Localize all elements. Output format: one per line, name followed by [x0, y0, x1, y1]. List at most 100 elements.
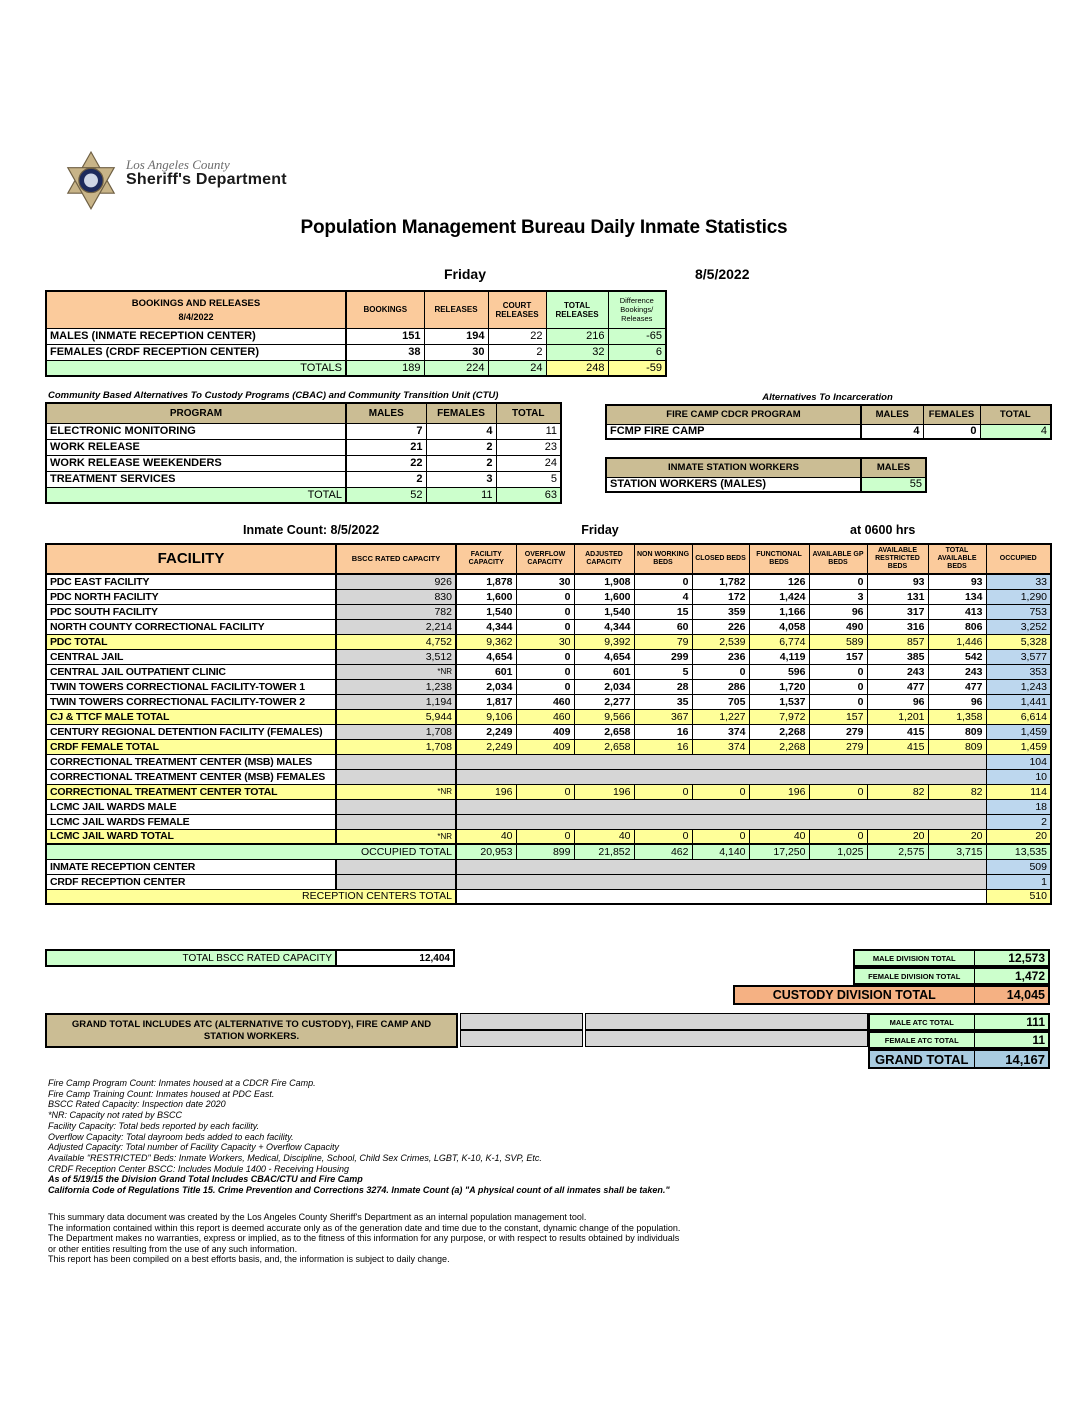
- table-row: CORRECTIONAL TREATMENT CENTER (MSB) FEMA…: [45, 768, 1052, 785]
- column-header: MALES: [860, 457, 927, 478]
- cell: 243: [927, 663, 987, 680]
- cell: 7,972: [748, 708, 810, 725]
- cell: 196: [573, 783, 635, 800]
- cell: 286: [691, 678, 750, 695]
- cell: 1,600: [455, 588, 517, 605]
- cell: 32: [545, 343, 609, 361]
- cell: 409: [515, 738, 575, 755]
- table-row: OCCUPIED TOTAL 20,953 899 21,852 462 4,140 17,…: [45, 843, 1052, 860]
- column-header: BSCC RATED CAPACITY: [335, 543, 457, 575]
- column-header: Difference Bookings/ Releases: [607, 290, 667, 329]
- table-row: TWIN TOWERS CORRECTIONAL FACILITY-TOWER …: [45, 678, 1052, 695]
- cell: 4,344: [455, 618, 517, 635]
- row-label: MALE ATC TOTAL: [868, 1013, 975, 1031]
- table-row: INMATE RECEPTION CENTER 509: [45, 858, 1052, 875]
- inmate-count-day: Friday: [581, 523, 619, 537]
- cell: 243: [866, 663, 929, 680]
- cell: 16: [633, 738, 693, 755]
- row-label: FEMALE DIVISION TOTAL: [853, 967, 975, 985]
- cell: 189: [345, 359, 425, 377]
- facility-label: CORRECTIONAL TREATMENT CENTER (MSB) MALE…: [45, 753, 337, 770]
- cell: 2,658: [573, 723, 635, 740]
- cell: 18: [985, 798, 1052, 815]
- table-row: LCMC JAIL WARD TOTAL *NR 40 0 40 0 0 40 0 20 20 20: [45, 828, 1052, 845]
- cell: 460: [515, 708, 575, 725]
- footnote-line: Facility Capacity: Total beds reported b…: [48, 1120, 260, 1131]
- column-header: PROGRAM: [45, 402, 347, 424]
- table-row: MALES (INMATE RECEPTION CENTER) 151 194 22 2…: [45, 327, 667, 345]
- page-title: Population Management Bureau Daily Inmat…: [300, 217, 788, 238]
- cell: 96: [927, 693, 987, 710]
- column-header: FEMALES: [922, 404, 981, 425]
- column-header: AVAILABLE GP BEDS: [808, 543, 868, 575]
- column-header: TOTAL: [979, 404, 1052, 425]
- cell: 2,277: [573, 693, 635, 710]
- column-header: MALES: [345, 402, 427, 424]
- cell: 415: [866, 723, 929, 740]
- disclaimer-line: or other entities resulting from the use…: [48, 1243, 298, 1254]
- cell: 415: [866, 738, 929, 755]
- table-row: PDC EAST FACILITY 926 1,878 30 1,908 0 1,782 12…: [45, 573, 1052, 590]
- cell: 3,577: [985, 648, 1052, 665]
- cell: 10: [985, 768, 1052, 785]
- cell: 0: [691, 783, 750, 800]
- cell: 1,290: [985, 588, 1052, 605]
- bookings-body: MALES (INMATE RECEPTION CENTER) 151 194 22 2…: [45, 327, 667, 377]
- cell: 4,344: [573, 618, 635, 635]
- table-row: CENTURY REGIONAL DETENTION FACILITY (FEM…: [45, 723, 1052, 740]
- totals-row: TOTAL 52 11 63: [45, 486, 562, 504]
- cell: 2: [985, 813, 1052, 830]
- cell: 374: [691, 738, 750, 755]
- cell: 2: [345, 470, 427, 488]
- disclaimer-line: This report has been compiled on a best …: [48, 1254, 450, 1265]
- row-label: TOTAL BSCC RATED CAPACITY: [45, 949, 337, 967]
- facility-label: TWIN TOWERS CORRECTIONAL FACILITY-TOWER …: [45, 678, 337, 695]
- cell: 3,512: [335, 648, 457, 665]
- cell: 12,573: [973, 949, 1050, 967]
- cell: 367: [633, 708, 693, 725]
- cell: 1,166: [748, 603, 810, 620]
- cell: 196: [455, 783, 517, 800]
- cell: 601: [573, 663, 635, 680]
- cell: 1,782: [691, 573, 750, 590]
- cell: 21: [345, 438, 427, 456]
- row-label: TOTALS: [45, 359, 347, 377]
- cell: 782: [335, 603, 457, 620]
- cell: 0: [808, 693, 868, 710]
- cell: 0: [515, 588, 575, 605]
- cell: 28: [633, 678, 693, 695]
- cell: 0: [691, 663, 750, 680]
- cell: 63: [495, 486, 562, 504]
- cell: 0: [633, 783, 693, 800]
- cell: 20: [866, 828, 929, 845]
- female-atc-total: FEMALE ATC TOTAL 11: [868, 1031, 1050, 1049]
- cell: 0: [633, 573, 693, 590]
- merged-cell: [455, 798, 987, 815]
- cbac-body: ELECTRONIC MONITORING 7 4 11 WORK RELEASE 21 2…: [45, 422, 562, 504]
- cell: 0: [515, 678, 575, 695]
- cell: 1,459: [985, 738, 1052, 755]
- cell: 1,227: [691, 708, 750, 725]
- cell: 23: [495, 438, 562, 456]
- cell: 1: [985, 873, 1052, 890]
- cell: 131: [866, 588, 929, 605]
- facility-label: CJ & TTCF MALE TOTAL: [45, 708, 337, 725]
- cell: 279: [808, 723, 868, 740]
- table-row: STATION WORKERS (MALES) 55: [605, 476, 927, 493]
- cell: 1,540: [455, 603, 517, 620]
- report-day: Friday: [443, 266, 486, 282]
- facility-label: CRDF RECEPTION CENTER: [45, 873, 337, 890]
- sheriff-star-icon: [66, 150, 116, 211]
- cell: 0: [633, 828, 693, 845]
- column-header: AVAILABLE RESTRICTED BEDS: [866, 543, 929, 575]
- cell: 30: [515, 573, 575, 590]
- column-header: FIRE CAMP CDCR PROGRAM: [605, 404, 862, 425]
- cell: 0: [808, 663, 868, 680]
- cell: 316: [866, 618, 929, 635]
- bookings-title-cell: BOOKINGS AND RELEASES 8/4/2022: [45, 290, 347, 329]
- cell: 1,194: [335, 693, 457, 710]
- column-header: OVERFLOW CAPACITY: [515, 543, 575, 575]
- merged-cell: [455, 813, 987, 830]
- cbac-section-title: Community Based Alternatives To Custody …: [48, 390, 499, 401]
- cell: 1,878: [455, 573, 517, 590]
